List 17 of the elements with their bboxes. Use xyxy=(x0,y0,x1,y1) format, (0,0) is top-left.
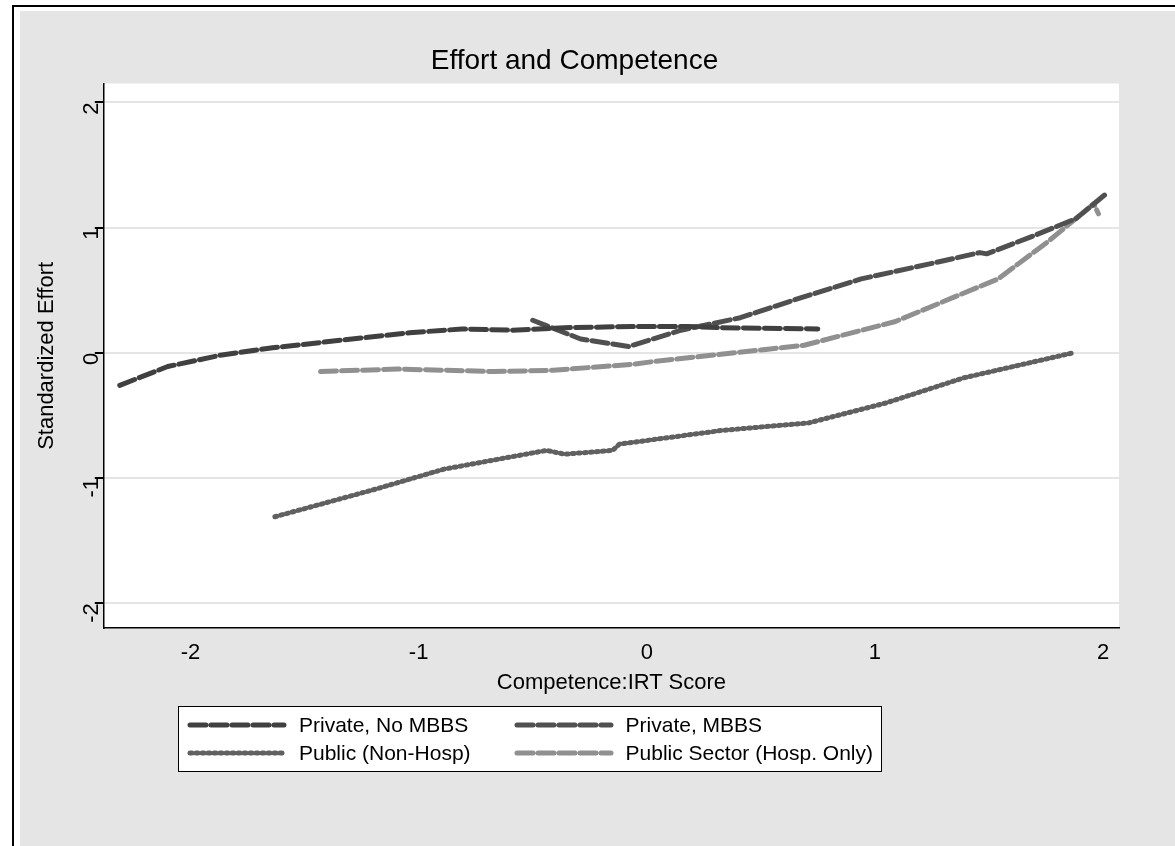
x-tick-label: 1 xyxy=(868,639,882,665)
x-tick-label: 2 xyxy=(1096,639,1110,665)
legend-label: Private, MBBS xyxy=(625,713,763,737)
legend-label: Private, No MBBS xyxy=(299,713,469,737)
y-tick-label: -1 xyxy=(77,477,103,498)
legend-label: Public Sector (Hosp. Only) xyxy=(625,741,873,765)
x-tick-label: 0 xyxy=(640,639,653,665)
y-tick-label: 0 xyxy=(77,352,103,366)
legend-label: Public (Non-Hosp) xyxy=(299,741,471,765)
y-tick-label: -2 xyxy=(77,603,103,623)
x-tick-label: -1 xyxy=(408,639,429,665)
x-axis-title: Competence:IRT Score xyxy=(496,668,726,694)
y-tick-label: 1 xyxy=(77,227,103,240)
x-tick-label: -2 xyxy=(180,639,201,665)
chart-title: Effort and Competence xyxy=(430,43,719,75)
y-axis-title: Standardized Effort xyxy=(33,261,59,450)
y-tick-label: 2 xyxy=(77,102,103,115)
